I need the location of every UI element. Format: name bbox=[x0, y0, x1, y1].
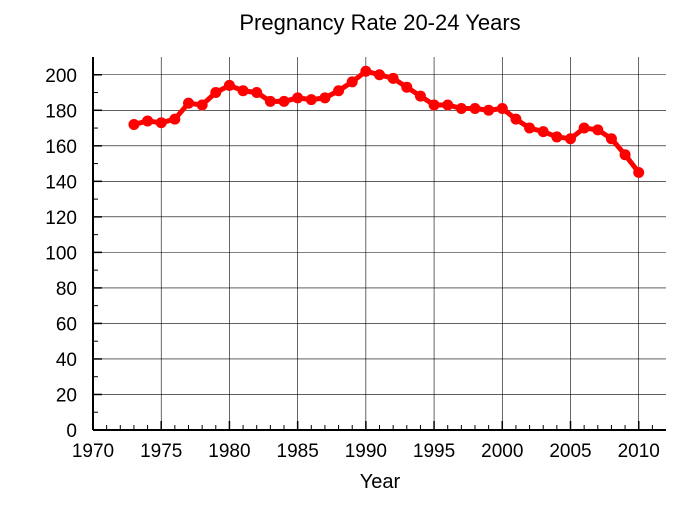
x-tick-label: 1970 bbox=[72, 441, 114, 462]
series-group bbox=[128, 65, 645, 178]
data-point bbox=[128, 118, 140, 130]
x-tick-label: 1990 bbox=[345, 441, 387, 462]
y-tick-label: 60 bbox=[56, 314, 77, 335]
data-point bbox=[319, 92, 331, 104]
x-tick-label: 2005 bbox=[549, 441, 591, 462]
x-tick-label: 2010 bbox=[618, 441, 660, 462]
chart-title: Pregnancy Rate 20-24 Years bbox=[239, 10, 520, 35]
data-point bbox=[374, 69, 385, 81]
y-tick-label: 40 bbox=[56, 350, 77, 371]
data-point bbox=[237, 85, 249, 97]
data-point bbox=[264, 95, 276, 107]
data-point bbox=[496, 103, 508, 115]
data-point bbox=[414, 90, 426, 102]
x-axis-label: Year bbox=[360, 471, 401, 493]
data-point bbox=[428, 99, 440, 111]
x-tick-label: 1975 bbox=[140, 441, 182, 462]
data-point bbox=[442, 99, 454, 111]
y-tick-label: 80 bbox=[56, 279, 77, 300]
data-point bbox=[592, 124, 604, 136]
data-point bbox=[169, 113, 181, 125]
y-tick-label: 100 bbox=[45, 243, 77, 264]
data-point bbox=[510, 113, 522, 125]
data-point bbox=[605, 133, 617, 145]
data-point bbox=[537, 126, 549, 138]
data-point bbox=[196, 99, 208, 111]
x-tick-label: 1980 bbox=[208, 441, 250, 462]
ticks: 1970 1975 1980 1985 1990 1995 2000 2005 2010 0 20 4… bbox=[45, 66, 660, 462]
data-point bbox=[305, 94, 317, 106]
data-point bbox=[142, 115, 154, 127]
data-point bbox=[210, 87, 222, 99]
y-tick-label: 120 bbox=[45, 208, 77, 229]
y-tick-label: 140 bbox=[45, 172, 77, 193]
data-point bbox=[455, 103, 467, 115]
data-point bbox=[565, 133, 576, 145]
data-point bbox=[387, 72, 399, 84]
x-tick-label: 1985 bbox=[277, 441, 319, 462]
data-point bbox=[278, 95, 290, 107]
data-point bbox=[292, 92, 304, 104]
data-point bbox=[223, 79, 235, 91]
data-point bbox=[551, 131, 563, 143]
y-tick-label: 20 bbox=[56, 385, 77, 406]
y-tick-label: 160 bbox=[45, 137, 77, 158]
data-point bbox=[619, 149, 631, 161]
x-tick-label: 2000 bbox=[481, 441, 523, 462]
y-tick-label: 200 bbox=[45, 66, 77, 87]
data-point bbox=[360, 65, 372, 77]
data-point bbox=[333, 85, 345, 97]
data-point bbox=[524, 122, 536, 134]
data-point bbox=[155, 117, 167, 129]
y-tick-label: 180 bbox=[45, 101, 77, 122]
data-point bbox=[346, 76, 358, 88]
data-point bbox=[578, 122, 590, 134]
data-point bbox=[483, 104, 495, 116]
data-point bbox=[469, 103, 481, 115]
data-point bbox=[183, 97, 194, 109]
y-tick-label: 0 bbox=[66, 421, 77, 442]
series-line bbox=[131, 68, 642, 175]
data-point bbox=[633, 166, 645, 178]
data-point bbox=[251, 87, 263, 99]
data-point bbox=[401, 81, 413, 93]
x-tick-label: 1995 bbox=[413, 441, 455, 462]
